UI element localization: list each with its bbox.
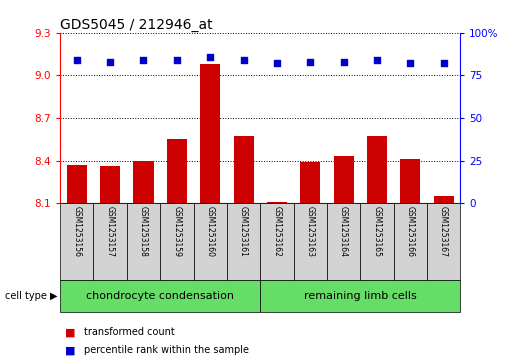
Text: GSM1253159: GSM1253159 xyxy=(173,205,181,257)
Bar xyxy=(200,64,220,203)
Bar xyxy=(360,203,393,280)
Bar xyxy=(300,162,320,203)
Bar xyxy=(100,166,120,203)
Text: GSM1253158: GSM1253158 xyxy=(139,205,148,256)
Text: GSM1253164: GSM1253164 xyxy=(339,205,348,257)
Bar xyxy=(94,203,127,280)
Text: GDS5045 / 212946_at: GDS5045 / 212946_at xyxy=(60,18,213,32)
Bar xyxy=(394,203,427,280)
Point xyxy=(139,57,147,63)
Bar xyxy=(233,136,254,203)
Bar xyxy=(167,139,187,203)
Point xyxy=(73,57,81,63)
Text: ■: ■ xyxy=(65,327,79,337)
Text: ■: ■ xyxy=(65,345,79,355)
Bar xyxy=(327,203,360,280)
Bar xyxy=(227,203,260,280)
Bar xyxy=(400,159,420,203)
Text: chondrocyte condensation: chondrocyte condensation xyxy=(86,291,234,301)
Bar xyxy=(334,156,354,203)
Point xyxy=(439,61,448,66)
Text: GSM1253157: GSM1253157 xyxy=(106,205,115,257)
Point xyxy=(373,57,381,63)
Point xyxy=(306,59,314,65)
Bar xyxy=(194,203,227,280)
Point xyxy=(106,59,115,65)
Bar xyxy=(434,196,453,203)
Point xyxy=(272,61,281,66)
Text: GSM1253156: GSM1253156 xyxy=(72,205,81,257)
Text: transformed count: transformed count xyxy=(84,327,175,337)
Point xyxy=(240,57,248,63)
Bar xyxy=(60,203,94,280)
Point xyxy=(206,54,214,60)
Bar xyxy=(60,280,260,312)
Text: GSM1253162: GSM1253162 xyxy=(272,205,281,256)
Text: GSM1253167: GSM1253167 xyxy=(439,205,448,257)
Text: cell type ▶: cell type ▶ xyxy=(5,291,58,301)
Text: remaining limb cells: remaining limb cells xyxy=(304,291,417,301)
Bar xyxy=(293,203,327,280)
Bar xyxy=(367,136,387,203)
Text: GSM1253165: GSM1253165 xyxy=(372,205,381,257)
Text: percentile rank within the sample: percentile rank within the sample xyxy=(84,345,248,355)
Point xyxy=(406,61,414,66)
Text: GSM1253163: GSM1253163 xyxy=(306,205,315,257)
Bar xyxy=(267,202,287,203)
Bar xyxy=(260,203,293,280)
Text: GSM1253166: GSM1253166 xyxy=(406,205,415,257)
Bar xyxy=(127,203,160,280)
Bar xyxy=(133,160,154,203)
Bar xyxy=(67,165,87,203)
Bar xyxy=(260,280,460,312)
Bar xyxy=(427,203,460,280)
Text: GSM1253160: GSM1253160 xyxy=(206,205,214,257)
Bar xyxy=(160,203,194,280)
Text: GSM1253161: GSM1253161 xyxy=(239,205,248,256)
Point xyxy=(173,57,181,63)
Point xyxy=(339,59,348,65)
